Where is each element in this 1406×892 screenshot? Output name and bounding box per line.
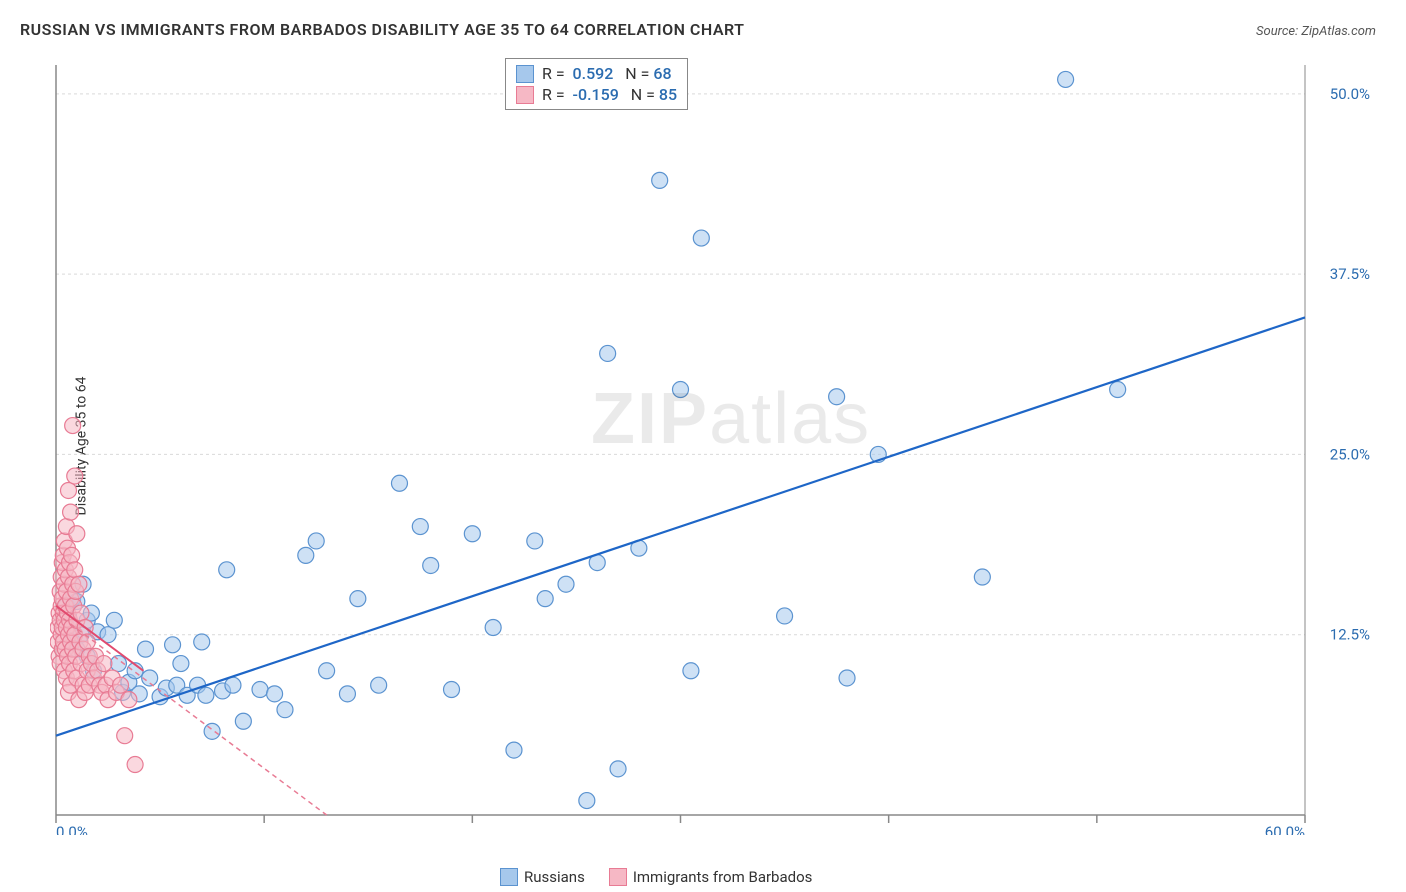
- stats-legend-row: R = 0.592 N = 68: [516, 63, 677, 84]
- series-legend-item: Immigrants from Barbados: [609, 868, 813, 886]
- legend-stats-text: R = 0.592 N = 68: [542, 64, 672, 83]
- series-legend: Russians Immigrants from Barbados: [500, 868, 812, 886]
- series-legend-label: Russians: [524, 868, 585, 886]
- svg-text:0.0%: 0.0%: [56, 823, 88, 835]
- source-attribution: Source: ZipAtlas.com: [1256, 24, 1376, 39]
- title-bar: RUSSIAN VS IMMIGRANTS FROM BARBADOS DISA…: [0, 0, 1406, 49]
- legend-swatch: [516, 86, 534, 104]
- svg-text:12.5%: 12.5%: [1330, 626, 1370, 644]
- stats-legend-row: R = -0.159 N = 85: [516, 84, 677, 105]
- legend-swatch: [609, 868, 627, 886]
- svg-text:37.5%: 37.5%: [1330, 265, 1370, 283]
- legend-swatch: [516, 65, 534, 83]
- svg-text:60.0%: 60.0%: [1265, 823, 1305, 835]
- chart-title: RUSSIAN VS IMMIGRANTS FROM BARBADOS DISA…: [20, 20, 745, 39]
- legend-stats-text: R = -0.159 N = 85: [542, 85, 677, 104]
- svg-text:50.0%: 50.0%: [1330, 85, 1370, 103]
- series-legend-item: Russians: [500, 868, 585, 886]
- scatter-plot-svg: 0.0% 60.0% 12.5% 25.0% 37.5% 50.0%: [50, 55, 1375, 835]
- series-legend-label: Immigrants from Barbados: [633, 868, 813, 886]
- svg-text:25.0%: 25.0%: [1330, 445, 1370, 463]
- legend-swatch: [500, 868, 518, 886]
- stats-legend: R = 0.592 N = 68 R = -0.159 N = 85: [505, 58, 688, 110]
- chart-area: 0.0% 60.0% 12.5% 25.0% 37.5% 50.0%: [50, 55, 1375, 835]
